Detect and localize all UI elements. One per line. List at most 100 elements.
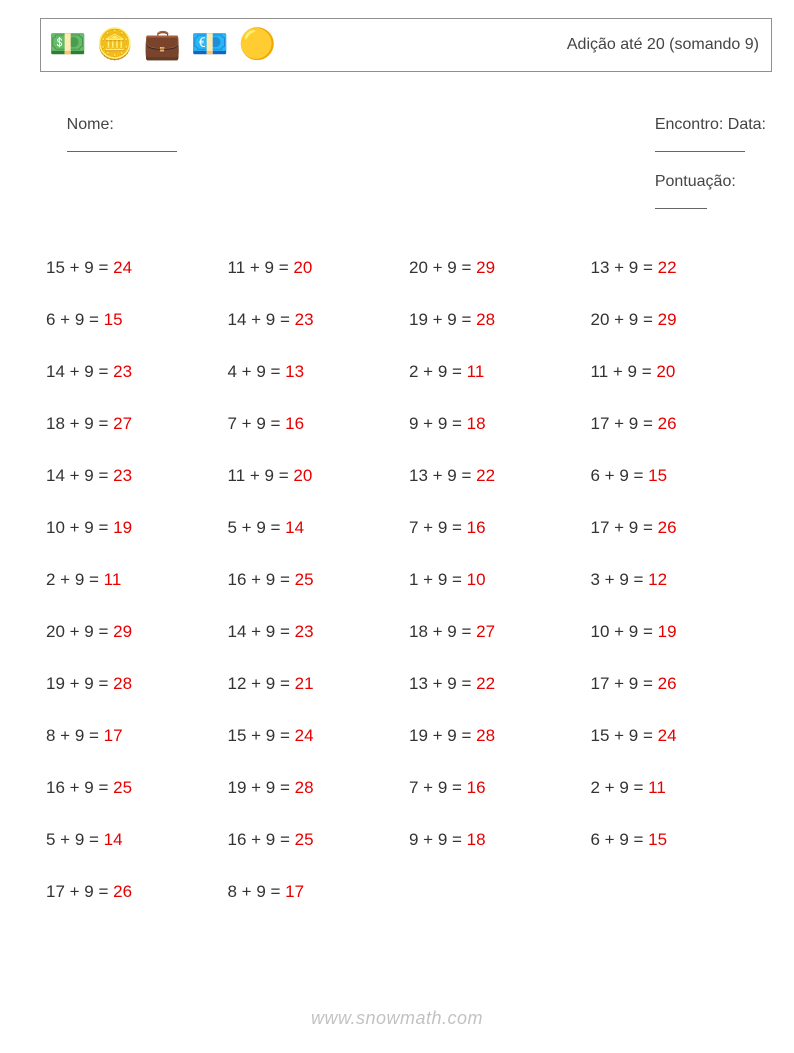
- problem-expression: 16 + 9 =: [228, 830, 295, 849]
- problem-expression: 11 + 9 =: [228, 258, 294, 277]
- problem-cell: 14 + 9 = 23: [46, 362, 228, 382]
- problem-expression: 14 + 9 =: [228, 622, 295, 641]
- problem-expression: 17 + 9 =: [591, 674, 658, 693]
- problem-expression: 15 + 9 =: [228, 726, 295, 745]
- problem-cell: 8 + 9 = 17: [228, 882, 410, 902]
- problem-expression: 7 + 9 =: [409, 518, 467, 537]
- problem-expression: 17 + 9 =: [46, 882, 113, 901]
- problem-expression: 5 + 9 =: [46, 830, 104, 849]
- header-box: 💵 🪙 💼 💶 🟡 Adição até 20 (somando 9): [40, 18, 772, 72]
- problem-answer: 26: [658, 518, 677, 537]
- problem-expression: 2 + 9 =: [591, 778, 649, 797]
- problem-expression: 17 + 9 =: [591, 414, 658, 433]
- problem-expression: 3 + 9 =: [591, 570, 649, 589]
- problem-expression: 19 + 9 =: [228, 778, 295, 797]
- problem-expression: 6 + 9 =: [46, 310, 104, 329]
- problem-cell: 5 + 9 = 14: [228, 518, 410, 538]
- problem-expression: 18 + 9 =: [409, 622, 476, 641]
- problem-cell: 10 + 9 = 19: [591, 622, 773, 642]
- problem-answer: 29: [476, 258, 495, 277]
- problem-cell: 20 + 9 = 29: [409, 258, 591, 278]
- problems-grid: 15 + 9 = 2411 + 9 = 2020 + 9 = 2913 + 9 …: [40, 258, 772, 902]
- problem-expression: 2 + 9 =: [409, 362, 467, 381]
- problem-expression: 20 + 9 =: [591, 310, 658, 329]
- problem-answer: 16: [467, 778, 486, 797]
- problem-expression: 11 + 9 =: [591, 362, 657, 381]
- problem-expression: 13 + 9 =: [409, 466, 476, 485]
- problem-expression: 13 + 9 =: [409, 674, 476, 693]
- problem-cell: 19 + 9 = 28: [409, 310, 591, 330]
- problem-cell: 9 + 9 = 18: [409, 830, 591, 850]
- problem-cell: 2 + 9 = 11: [409, 362, 591, 382]
- problem-answer: 18: [467, 414, 486, 433]
- problem-answer: 14: [285, 518, 304, 537]
- briefcase-icon: 💼: [144, 30, 181, 60]
- problem-answer: 27: [113, 414, 132, 433]
- problem-expression: 6 + 9 =: [591, 466, 649, 485]
- problem-cell: 17 + 9 = 26: [46, 882, 228, 902]
- problem-cell: 8 + 9 = 17: [46, 726, 228, 746]
- meta-row: Nome: Encontro: Data: Pontuação:: [40, 98, 772, 230]
- problem-cell: 13 + 9 = 22: [591, 258, 773, 278]
- header-icons: 💵 🪙 💼 💶 🟡: [49, 30, 276, 60]
- problem-answer: 23: [295, 622, 314, 641]
- problem-answer: 26: [113, 882, 132, 901]
- problem-answer: 15: [104, 310, 123, 329]
- meta-right: Encontro: Data: Pontuação:: [628, 98, 766, 230]
- problem-expression: 9 + 9 =: [409, 414, 467, 433]
- problem-answer: 23: [295, 310, 314, 329]
- problem-cell: 15 + 9 = 24: [228, 726, 410, 746]
- problem-expression: 19 + 9 =: [409, 310, 476, 329]
- problem-answer: 24: [658, 726, 677, 745]
- problem-expression: 17 + 9 =: [591, 518, 658, 537]
- problem-expression: 20 + 9 =: [409, 258, 476, 277]
- problem-cell: 5 + 9 = 14: [46, 830, 228, 850]
- problem-cell: 7 + 9 = 16: [409, 778, 591, 798]
- problem-answer: 22: [476, 674, 495, 693]
- watermark: www.snowmath.com: [0, 1008, 794, 1029]
- problem-cell: 17 + 9 = 26: [591, 518, 773, 538]
- problem-cell: 3 + 9 = 12: [591, 570, 773, 590]
- problem-answer: 22: [476, 466, 495, 485]
- problem-answer: 15: [648, 830, 667, 849]
- problem-expression: 8 + 9 =: [228, 882, 286, 901]
- problem-answer: 16: [467, 518, 486, 537]
- problem-answer: 25: [113, 778, 132, 797]
- problem-cell: 14 + 9 = 23: [46, 466, 228, 486]
- problem-cell: 17 + 9 = 26: [591, 414, 773, 434]
- problem-answer: 12: [648, 570, 667, 589]
- problem-expression: 5 + 9 =: [228, 518, 286, 537]
- pontuacao-blank[interactable]: [655, 193, 707, 209]
- meta-left: Nome:: [40, 98, 177, 230]
- problem-answer: 21: [295, 674, 314, 693]
- problem-cell: 12 + 9 = 21: [228, 674, 410, 694]
- problem-answer: 22: [658, 258, 677, 277]
- problem-cell: 16 + 9 = 25: [228, 570, 410, 590]
- problem-cell: 14 + 9 = 23: [228, 622, 410, 642]
- problem-answer: 20: [293, 258, 312, 277]
- problem-expression: 18 + 9 =: [46, 414, 113, 433]
- problem-expression: 16 + 9 =: [46, 778, 113, 797]
- problem-answer: 28: [476, 310, 495, 329]
- coin-icon: 🟡: [238, 30, 275, 60]
- problem-expression: 6 + 9 =: [591, 830, 649, 849]
- problem-answer: 28: [113, 674, 132, 693]
- problem-answer: 24: [295, 726, 314, 745]
- worksheet-page: 💵 🪙 💼 💶 🟡 Adição até 20 (somando 9) Nome…: [0, 0, 794, 902]
- problem-cell: 13 + 9 = 22: [409, 466, 591, 486]
- problem-expression: 7 + 9 =: [228, 414, 286, 433]
- problem-cell: 16 + 9 = 25: [46, 778, 228, 798]
- problem-expression: 14 + 9 =: [46, 362, 113, 381]
- data-blank[interactable]: [655, 136, 745, 152]
- problem-answer: 28: [295, 778, 314, 797]
- problem-answer: 25: [295, 830, 314, 849]
- nome-blank[interactable]: [67, 136, 177, 152]
- problem-expression: 13 + 9 =: [591, 258, 658, 277]
- problem-cell: 11 + 9 = 20: [228, 258, 410, 278]
- problem-cell: 2 + 9 = 11: [591, 778, 773, 798]
- problem-answer: 15: [648, 466, 667, 485]
- problem-expression: 9 + 9 =: [409, 830, 467, 849]
- problem-expression: 1 + 9 =: [409, 570, 467, 589]
- problem-answer: 20: [656, 362, 675, 381]
- problem-answer: 16: [285, 414, 304, 433]
